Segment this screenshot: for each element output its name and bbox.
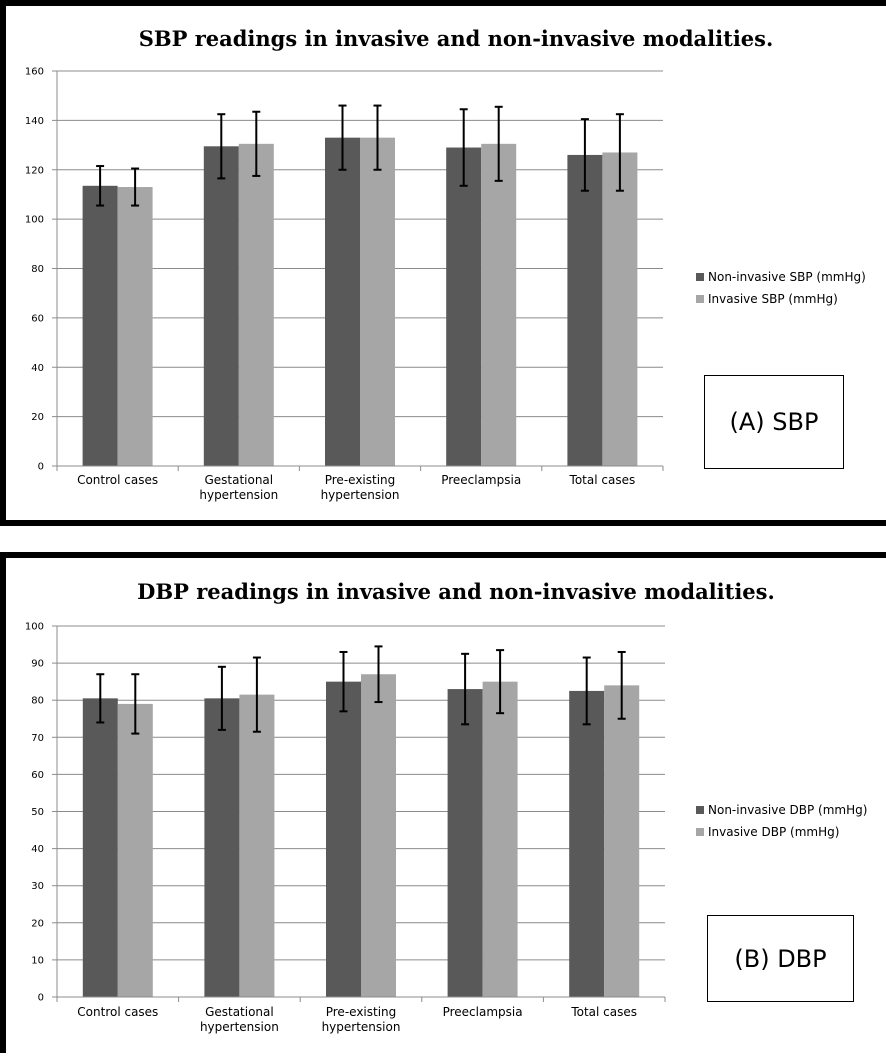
y-tick-label: 40 bbox=[31, 844, 44, 855]
bar bbox=[604, 685, 640, 997]
bar bbox=[82, 185, 118, 466]
y-tick-label: 40 bbox=[31, 363, 44, 374]
y-tick-label: 30 bbox=[31, 881, 44, 892]
x-category-label: Pre-existing bbox=[325, 473, 396, 487]
x-category-label: hypertension bbox=[199, 488, 278, 502]
bar bbox=[238, 143, 274, 466]
legend-label: Invasive SBP (mmHg) bbox=[708, 292, 838, 306]
sbp-chart-panel: SBP readings in invasive and non-invasiv… bbox=[0, 0, 886, 526]
x-category-label: Gestational bbox=[205, 1005, 274, 1019]
y-tick-label: 100 bbox=[25, 215, 44, 226]
bar bbox=[325, 137, 360, 466]
y-tick-label: 100 bbox=[25, 622, 44, 633]
x-category-label: Control cases bbox=[77, 473, 158, 487]
legend-swatch bbox=[696, 806, 704, 814]
y-tick-label: 60 bbox=[31, 770, 44, 781]
y-tick-label: 0 bbox=[38, 993, 44, 1004]
x-category-label: hypertension bbox=[200, 1020, 279, 1034]
bar bbox=[203, 146, 239, 466]
y-tick-label: 80 bbox=[31, 696, 44, 707]
dbp-chart-panel: DBP readings in invasive and non-invasiv… bbox=[0, 552, 886, 1053]
y-tick-label: 10 bbox=[31, 955, 44, 966]
bar bbox=[239, 694, 275, 997]
bar bbox=[482, 681, 518, 997]
y-tick-label: 120 bbox=[25, 165, 44, 176]
bar bbox=[602, 152, 638, 466]
y-tick-label: 50 bbox=[31, 807, 44, 818]
bar bbox=[569, 690, 605, 997]
legend-label: Non-invasive SBP (mmHg) bbox=[708, 270, 866, 284]
chart-title: SBP readings in invasive and non-invasiv… bbox=[139, 26, 774, 51]
bar bbox=[567, 154, 603, 466]
x-category-label: hypertension bbox=[321, 488, 400, 502]
x-category-label: Total cases bbox=[570, 1005, 637, 1019]
y-tick-label: 80 bbox=[31, 264, 44, 275]
bar bbox=[117, 703, 153, 997]
x-category-label: Preeclampsia bbox=[443, 1005, 523, 1019]
bar bbox=[447, 689, 483, 997]
y-tick-label: 140 bbox=[25, 116, 44, 127]
y-tick-label: 90 bbox=[31, 659, 44, 670]
bar bbox=[204, 698, 240, 997]
bar bbox=[326, 681, 361, 997]
bar bbox=[360, 137, 395, 466]
chart-title: DBP readings in invasive and non-invasiv… bbox=[137, 579, 775, 604]
x-category-label: Total cases bbox=[569, 473, 636, 487]
dbp-chart: DBP readings in invasive and non-invasiv… bbox=[25, 579, 868, 1034]
dbp-panel-tag: (B) DBP bbox=[707, 915, 854, 1002]
bar bbox=[446, 147, 482, 466]
sbp-panel-tag: (A) SBP bbox=[704, 375, 844, 469]
bar bbox=[481, 143, 517, 466]
bar bbox=[117, 187, 153, 466]
legend-label: Non-invasive DBP (mmHg) bbox=[708, 803, 867, 817]
x-category-label: Gestational bbox=[204, 473, 273, 487]
legend-swatch bbox=[696, 295, 704, 303]
y-tick-label: 0 bbox=[38, 462, 44, 473]
bar bbox=[82, 698, 118, 997]
y-tick-label: 60 bbox=[31, 313, 44, 324]
legend-swatch bbox=[696, 828, 704, 836]
x-category-label: Control cases bbox=[77, 1005, 158, 1019]
x-category-label: Preeclampsia bbox=[441, 473, 521, 487]
y-tick-label: 70 bbox=[31, 733, 44, 744]
y-tick-label: 20 bbox=[31, 918, 44, 929]
bar bbox=[361, 674, 396, 997]
y-tick-label: 160 bbox=[25, 67, 44, 78]
legend-swatch bbox=[696, 273, 704, 281]
sbp-chart: SBP readings in invasive and non-invasiv… bbox=[25, 26, 866, 502]
x-category-label: hypertension bbox=[322, 1020, 401, 1034]
x-category-label: Pre-existing bbox=[326, 1005, 397, 1019]
legend-label: Invasive DBP (mmHg) bbox=[708, 825, 839, 839]
y-tick-label: 20 bbox=[31, 412, 44, 423]
